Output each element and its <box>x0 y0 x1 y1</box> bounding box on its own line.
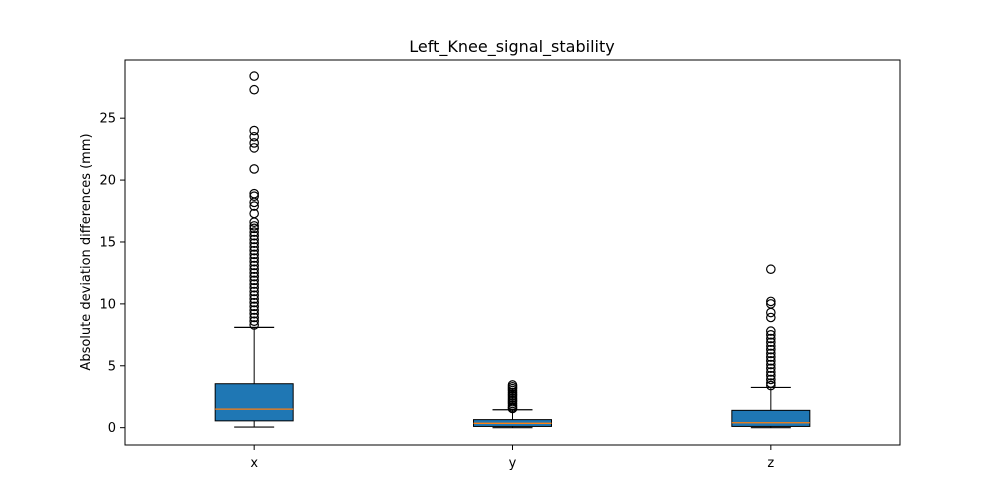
outlier-point <box>766 344 776 355</box>
outlier-point <box>249 217 259 227</box>
outlier-point <box>766 307 776 318</box>
outlier-point <box>507 403 518 414</box>
outlier-point <box>766 341 776 351</box>
x-tick-label: y <box>509 456 517 471</box>
y-tick-label: 10 <box>99 297 116 312</box>
outlier-point <box>766 359 776 370</box>
outlier-point <box>249 221 259 231</box>
outlier-point <box>249 271 259 282</box>
outlier-point <box>766 367 776 377</box>
outlier-point <box>249 227 259 237</box>
y-axis-label: Absolute deviation differences (mm) <box>79 133 94 370</box>
outlier-point <box>249 268 259 278</box>
plot-area: 0 5 10 15 20 25 x y z <box>99 71 811 471</box>
outlier-point <box>249 282 259 293</box>
outlier-point <box>249 260 259 271</box>
outlier-point <box>766 374 776 385</box>
outlier-point <box>766 370 776 381</box>
outlier-point <box>249 238 259 249</box>
outlier-point <box>249 301 259 312</box>
outlier-point <box>766 378 776 388</box>
outlier-point <box>249 191 259 201</box>
outlier-point <box>766 264 776 275</box>
y-tick-label: 20 <box>99 174 116 189</box>
y-tick-label: 0 <box>108 421 116 436</box>
axes-frame <box>124 59 901 446</box>
y-tick-label: 5 <box>108 359 116 374</box>
outlier-point <box>249 294 259 304</box>
outlier-point <box>249 197 259 208</box>
outlier-point <box>766 312 776 323</box>
outlier-point <box>249 138 259 148</box>
outlier-point <box>249 230 259 241</box>
outlier-point <box>249 316 259 327</box>
y-tick-label: 25 <box>99 112 116 127</box>
outlier-point <box>766 333 776 344</box>
y-tick-label: 15 <box>99 235 116 250</box>
outlier-point <box>249 286 259 297</box>
outlier-point <box>249 143 259 153</box>
outlier-point <box>766 352 776 362</box>
outlier-point <box>249 290 259 301</box>
outlier-point <box>766 348 776 359</box>
outlier-point <box>249 256 259 267</box>
outlier-point <box>249 164 259 174</box>
outlier-point <box>249 279 259 289</box>
outlier-point <box>766 380 776 391</box>
outlier-point <box>249 245 259 256</box>
chart-title: Left_Knee_signal_stability <box>409 37 614 57</box>
outlier-point <box>249 275 259 286</box>
outlier-point <box>249 234 259 245</box>
x-tick-label: z <box>767 456 774 471</box>
outlier-point <box>249 297 259 308</box>
outlier-point <box>249 320 259 330</box>
outlier-point <box>249 84 259 95</box>
outlier-point <box>249 223 259 234</box>
outlier-point <box>249 71 259 81</box>
outlier-point <box>249 308 259 319</box>
outlier-point <box>766 330 776 340</box>
outlier-point <box>249 131 259 142</box>
outlier-point <box>766 363 776 374</box>
x-tick-label: x <box>250 456 258 471</box>
outlier-point <box>249 253 259 263</box>
box-iqr <box>214 383 294 422</box>
box-iqr <box>731 409 811 427</box>
outlier-point <box>249 125 259 136</box>
outlier-point <box>249 312 259 323</box>
outlier-point <box>249 305 259 315</box>
outlier-point <box>766 337 776 348</box>
outlier-point <box>249 249 259 260</box>
outlier-point <box>249 264 259 275</box>
outlier-point <box>249 242 259 252</box>
outlier-point <box>766 356 776 366</box>
outlier-point <box>766 296 776 307</box>
outlier-point <box>766 326 776 336</box>
outlier-point <box>249 201 259 211</box>
